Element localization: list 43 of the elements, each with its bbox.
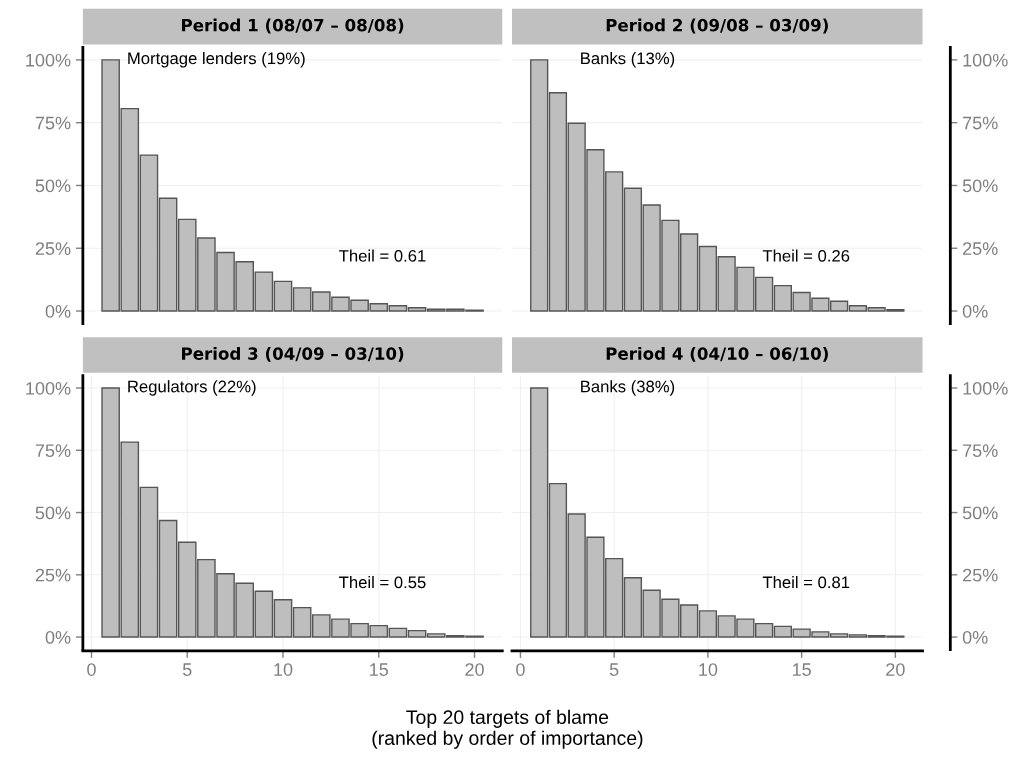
x-tick-label: 20 [465,663,484,676]
annotation: Theil = 0.26 [762,249,850,262]
y2-tick-label: 100% [963,381,1008,395]
y-tick-label: 25% [35,568,71,582]
x-tick-label: 10 [274,663,293,676]
x-tick-label: 0 [516,663,525,676]
x-tick-label: 5 [182,663,192,676]
y-tick-label: 75% [35,116,71,130]
y2-tick-label: 0% [962,631,988,644]
annotation: Theil = 0.81 [762,576,850,589]
y2-tick-label: 50% [962,179,998,193]
y2-tick-label: 25% [963,242,998,255]
y2-tick-label: 25% [963,568,998,582]
y-tick-label: 75% [35,444,71,458]
chart-title: Period 3 (04/09 – 03/10) [182,346,404,362]
x-tick-label: 5 [609,663,619,676]
y-tick-label: 0% [45,304,71,318]
y2-tick-label: 75% [963,444,998,458]
y2-tick-label: 75% [963,116,998,130]
x-tick-label: 15 [792,663,811,676]
y-tick-label: 100% [26,53,71,67]
x-axis-title: Top 20 targets of blame (ranked by order of importance) [372,709,643,749]
x-tick-label: 15 [370,663,389,676]
y-tick-label: 50% [35,506,71,520]
chart-title: Period 2 (09/08 – 03/09) [606,18,828,34]
y-tick-label: 50% [35,179,71,193]
y2-tick-label: 100% [963,53,1008,67]
y2-tick-label: 0% [962,304,988,318]
y-tick-label: 100% [26,381,71,395]
y2-tick-label: 50% [962,506,998,520]
annotation: Banks (13%) [581,52,675,68]
x-tick-label: 20 [886,663,905,676]
x-tick-label: 10 [699,663,718,676]
annotation: Banks (38%) [581,380,675,396]
annotation: Regulators (22%) [128,380,256,396]
annotation: Mortgage lenders (19%) [128,52,305,68]
chart-title: Period 1 (08/07 – 08/08) [182,18,404,34]
annotation: Theil = 0.55 [339,576,426,589]
x-tick-label: 0 [87,663,96,676]
annotation: Theil = 0.61 [339,249,426,262]
y-tick-label: 25% [35,242,71,255]
chart-title: Period 4 (04/10 – 06/10) [606,346,828,362]
y-tick-label: 0% [45,631,71,644]
